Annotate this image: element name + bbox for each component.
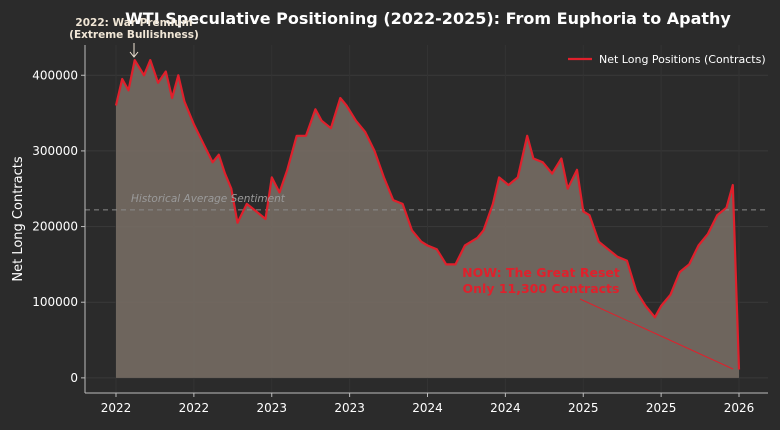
arrow-head-icon xyxy=(129,51,139,58)
reference-line-label: Historical Average Sentiment xyxy=(131,193,286,205)
annotation-war-premium-line-2: (Extreme Bullishness) xyxy=(69,29,199,41)
x-tick-label: 2022 xyxy=(101,401,132,415)
legend: Net Long Positions (Contracts) xyxy=(568,53,766,66)
y-tick-label: 0 xyxy=(70,371,78,385)
x-tick-label: 2023 xyxy=(334,401,365,415)
annotation-great-reset-arrow xyxy=(579,298,734,370)
series-line xyxy=(114,59,741,370)
y-tick-label: 300000 xyxy=(32,144,78,158)
axes xyxy=(84,45,768,394)
annotation-great-reset-line-2: Only 11,300 Contracts xyxy=(463,281,620,296)
annotation-great-reset: NOW: The Great Reset Only 11,300 Contrac… xyxy=(462,265,734,370)
annotation-great-reset-line-1: NOW: The Great Reset xyxy=(462,265,620,280)
annotation-war-premium-line-1: 2022: War Premium xyxy=(75,17,192,29)
x-tick-label: 2022 xyxy=(179,401,210,415)
x-tick-label: 2024 xyxy=(412,401,443,415)
x-tick-label: 2024 xyxy=(490,401,521,415)
annotation-war-premium: 2022: War Premium (Extreme Bullishness) xyxy=(69,17,199,58)
y-axis-label: Net Long Contracts xyxy=(11,156,26,281)
y-tick-label: 200000 xyxy=(32,220,78,234)
x-tick-label: 2025 xyxy=(646,401,677,415)
area-fill xyxy=(116,60,739,378)
y-tick-labels: 0 100000 200000 300000 400000 xyxy=(32,68,85,385)
chart-title: WTI Speculative Positioning (2022-2025):… xyxy=(125,9,731,28)
x-tick-labels: 2022 2022 2023 2023 2024 2024 2025 2025 2026 xyxy=(101,393,755,415)
x-tick-label: 2026 xyxy=(724,401,755,415)
x-tick-label: 2025 xyxy=(568,401,599,415)
x-tick-label: 2023 xyxy=(256,401,287,415)
y-tick-label: 100000 xyxy=(32,295,78,309)
legend-label: Net Long Positions (Contracts) xyxy=(599,53,766,66)
y-tick-label: 400000 xyxy=(32,68,78,82)
